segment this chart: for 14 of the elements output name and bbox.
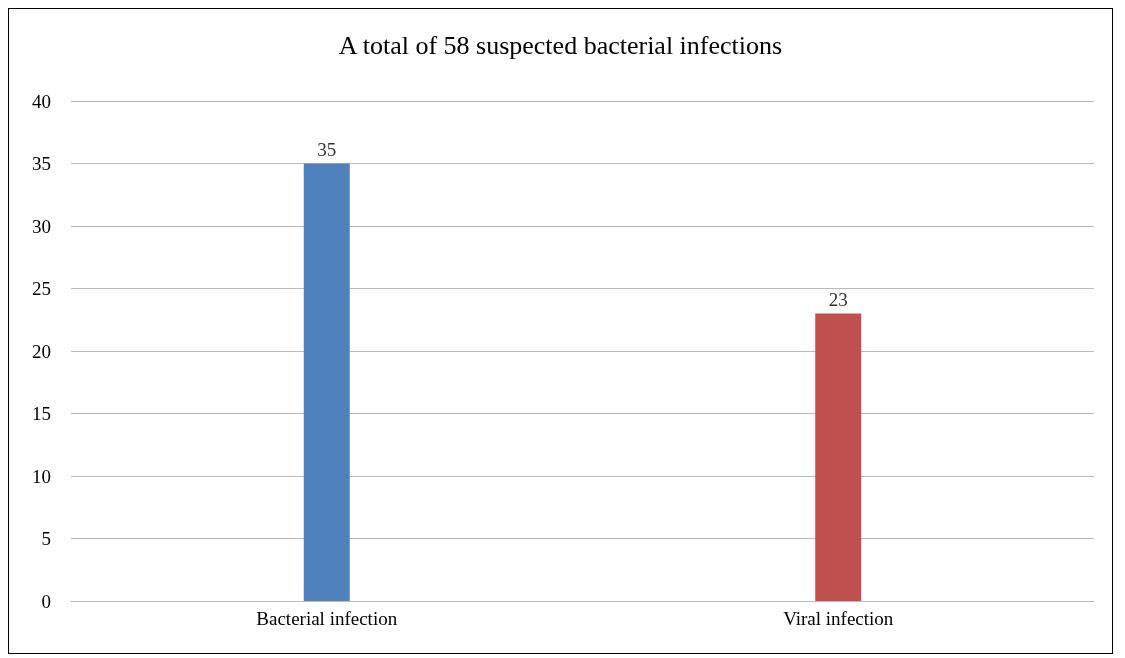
y-tick-label: 25	[32, 278, 51, 299]
data-label: 23	[828, 288, 848, 310]
chart-title: A total of 58 suspected bacterial infections	[338, 30, 783, 60]
y-tick-label: 40	[32, 90, 51, 112]
y-tick-label: 35	[32, 153, 51, 174]
x-tick-label: Viral infection	[783, 608, 894, 629]
y-tick-label: 15	[32, 403, 51, 424]
y-tick-label: 30	[32, 215, 51, 237]
x-tick-label: Bacterial infection	[256, 608, 398, 629]
y-tick-label: 5	[41, 528, 51, 549]
y-tick-label: 0	[41, 590, 51, 612]
data-label: 35	[317, 138, 337, 160]
y-tick-label: 20	[32, 340, 51, 362]
y-tick-label: 10	[32, 465, 51, 487]
